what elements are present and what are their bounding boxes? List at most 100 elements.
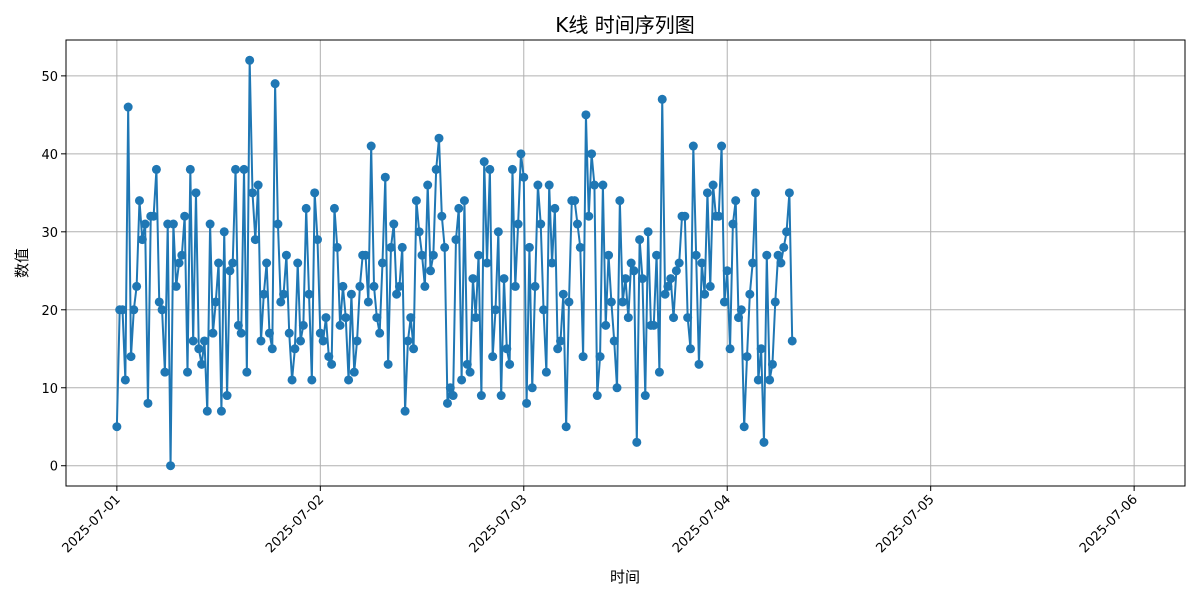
data-point [471,313,481,323]
data-point [598,180,608,190]
data-point [349,367,359,377]
y-tick-label: 0 [50,460,58,475]
data-point [236,328,246,338]
data-point [417,250,427,260]
data-point [310,188,320,198]
data-point [524,242,534,252]
data-point [742,352,752,362]
data-point [587,149,597,159]
data-point [527,383,537,393]
data-point [437,211,447,221]
data-point [120,375,130,385]
data-point [428,250,438,260]
data-point [222,391,232,401]
data-point [216,406,226,416]
data-point [717,141,727,151]
data-point [629,266,639,276]
data-point [530,281,540,291]
data-point [296,336,306,346]
data-point [298,320,308,330]
data-point [411,196,421,206]
data-point [507,164,517,174]
data-point [722,266,732,276]
data-point [739,422,749,432]
data-point [112,422,122,432]
data-point [267,344,277,354]
data-point [468,274,478,284]
data-point [510,281,520,291]
data-point [485,164,495,174]
data-point [394,281,404,291]
data-point [248,188,257,198]
data-point [759,437,769,447]
data-point [183,367,193,377]
data-point [239,164,249,174]
data-point [188,336,198,346]
data-point [700,289,710,299]
data-point [697,258,707,268]
data-point [691,250,701,260]
data-point [685,344,695,354]
data-point [231,164,241,174]
data-point [725,344,735,354]
data-point [225,266,235,276]
data-point [550,203,560,213]
data-point [595,352,605,362]
data-point [168,219,178,229]
data-point [197,359,207,369]
data-point [434,133,444,143]
data-point [474,250,484,260]
data-point [423,180,433,190]
data-point [361,250,371,260]
data-point [476,391,486,401]
data-point [143,398,153,408]
data-point [643,227,653,237]
data-point [245,55,255,65]
data-point [318,336,328,346]
data-point [496,391,506,401]
data-point [151,164,161,174]
data-point [762,250,772,260]
data-point [137,235,147,245]
data-point [522,398,532,408]
data-point [564,297,574,307]
data-point [592,391,602,401]
data-point [307,375,317,385]
y-tick-label: 30 [41,226,58,241]
data-point [253,180,263,190]
data-point [491,305,501,315]
data-point [765,375,775,385]
series-line [115,59,794,467]
data-point [462,359,472,369]
y-tick-label: 20 [41,304,58,319]
data-point [604,250,614,260]
data-point [369,281,379,291]
data-point [570,196,580,206]
y-tick-label: 10 [41,382,58,397]
data-point [606,297,616,307]
data-point [324,352,334,362]
data-point [784,188,794,198]
y-tick-label: 50 [41,70,58,85]
data-point [250,235,260,245]
data-point [499,274,509,284]
data-point [149,211,159,221]
data-point [748,258,758,268]
data-point [541,367,551,377]
data-point [482,258,492,268]
data-point [180,211,190,221]
data-point [547,258,557,268]
data-point [536,219,546,229]
data-point [519,172,529,182]
data-point [666,274,676,284]
data-point [290,344,300,354]
x-axis-label: 时间 [610,568,640,586]
y-axis-ticks: 0 10 20 30 40 50 [41,70,66,475]
data-point [558,289,568,299]
data-point [160,367,170,377]
data-point [680,211,690,221]
y-axis-label: 数值 [13,248,31,278]
data-point [171,281,181,291]
data-point [174,258,184,268]
data-point [392,289,402,299]
